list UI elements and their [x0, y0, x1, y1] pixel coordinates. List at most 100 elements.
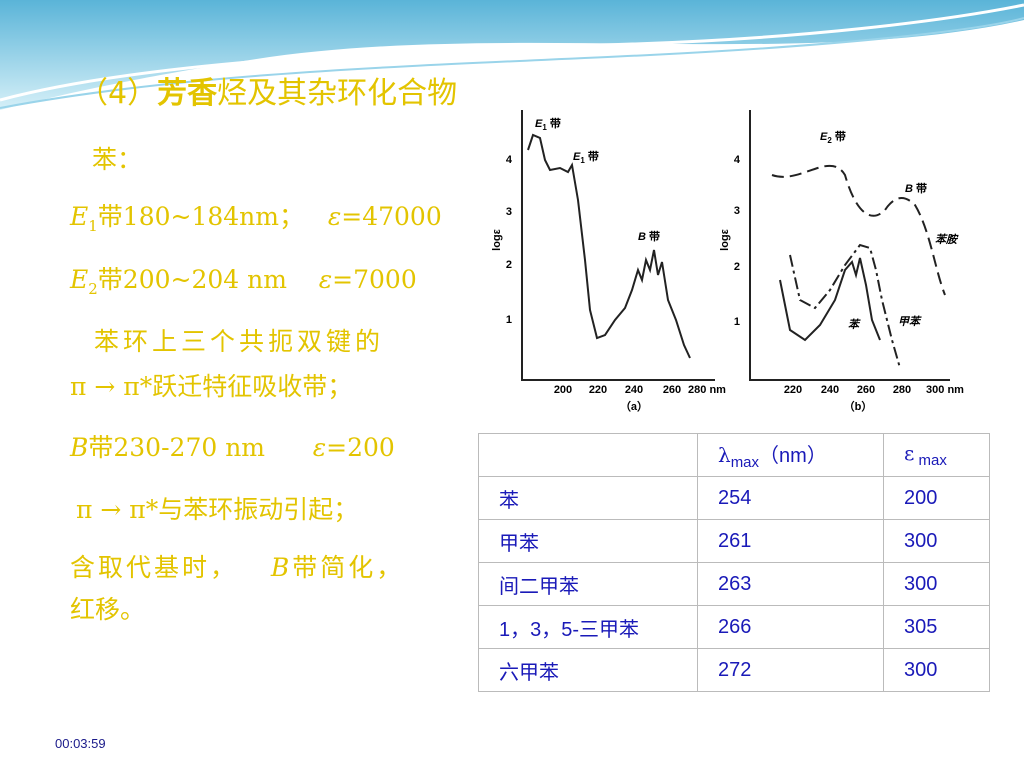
curve-label: 苯胺 — [935, 233, 959, 246]
table-cell: 254 — [697, 476, 884, 520]
text-line: E1带180~184nm； ε=47000 — [70, 197, 442, 235]
title-prefix: （4） — [78, 76, 158, 111]
table-cell: 266 — [697, 605, 884, 649]
label-rest: 带 — [646, 229, 660, 243]
text-line: B带230-270 nm ε=200 — [70, 428, 395, 464]
table-cell: 甲苯 — [478, 519, 698, 563]
x-tick-label: 240 — [821, 384, 839, 396]
symbol: ε — [904, 441, 915, 465]
y-tick-label: 4 — [506, 154, 513, 166]
text: 含取代基时， — [70, 553, 239, 582]
y-axis-label: logε — [719, 228, 731, 250]
table-cell: 300 — [883, 562, 990, 606]
curve-label: 甲苯 — [898, 315, 922, 328]
value: =200 — [326, 433, 395, 462]
x-tick-label: 260 — [663, 384, 681, 396]
label-main: E — [535, 118, 543, 130]
text-line: 苯： — [92, 145, 143, 174]
table-cell: 苯 — [478, 476, 698, 520]
label-sub: 1 — [542, 123, 547, 132]
symbol: E — [70, 202, 89, 231]
label-rest: 带 — [832, 129, 846, 143]
symbol: B — [270, 553, 293, 582]
axis — [521, 110, 715, 381]
band: 带230-270 nm — [88, 433, 266, 462]
x-tick-label: 280 — [893, 384, 911, 396]
table-cell: 261 — [697, 519, 884, 563]
caption: （b） — [844, 400, 873, 413]
label-rest: 带 — [913, 181, 927, 195]
band: 带200~204 nm — [97, 265, 287, 294]
curve-label: E1 带 — [573, 149, 599, 165]
table-row: 六甲苯 272 300 — [478, 648, 990, 692]
label-rest: 带 — [547, 116, 561, 130]
curve-label: B 带 — [905, 181, 927, 195]
curve-label: E2 带 — [820, 129, 846, 145]
y-tick-label: 3 — [506, 206, 512, 218]
table-cell: 305 — [883, 605, 990, 649]
spectrum-curve — [789, 243, 901, 369]
y-tick-label: 2 — [734, 261, 740, 273]
label-sub: 1 — [580, 156, 585, 165]
table-cell: 六甲苯 — [478, 648, 698, 692]
y-tick-label: 3 — [734, 205, 740, 217]
spectrum-curve — [779, 257, 881, 342]
spectrum-curve — [527, 133, 691, 359]
curve-label: E1 带 — [535, 116, 561, 132]
label-main: B — [905, 183, 913, 195]
y-axis-label: logε — [491, 228, 503, 250]
header-wave — [0, 0, 1024, 110]
label-main: 甲苯 — [898, 315, 922, 328]
x-tick-label: 220 — [784, 384, 802, 396]
label-main: 苯 — [848, 318, 861, 331]
x-tick-label: 240 — [625, 384, 643, 396]
symbol: E — [70, 265, 89, 294]
table-cell: 200 — [883, 476, 990, 520]
y-tick-label: 2 — [506, 259, 512, 271]
label-rest: 带 — [585, 149, 599, 163]
x-tick-label: 200 — [554, 384, 572, 396]
symbol: B — [70, 433, 89, 462]
subscript: 2 — [88, 280, 98, 298]
y-tick-label: 1 — [506, 314, 512, 326]
label-main: E — [573, 151, 581, 163]
epsilon: ε — [318, 265, 333, 294]
caption: （a） — [620, 400, 648, 413]
curve-label: 苯 — [848, 318, 861, 331]
text-line: 苯环上三个共扼双键的 — [94, 327, 385, 356]
title-bold: 芳香 — [157, 76, 218, 111]
text-line: π → π*跃迁特征吸收带； — [70, 372, 353, 401]
table-header: λmax（nm） ε max — [478, 433, 990, 477]
text-line: E2带200~204 nm ε=7000 — [70, 260, 417, 298]
subscript: max — [730, 454, 760, 471]
label-main: 苯胺 — [935, 233, 959, 246]
unit: （nm） — [759, 445, 827, 467]
text: 带简化， — [292, 553, 405, 582]
table-row: 1，3，5-三甲苯 266 305 — [478, 605, 990, 649]
data-table: λmax（nm） ε max 苯 254 200 甲苯 261 300 间二甲苯 263 300 1，… — [478, 433, 990, 692]
subscript: 1 — [88, 217, 98, 235]
subscript: max — [914, 452, 947, 469]
band: 带180~184nm； — [97, 202, 304, 231]
table-row: 间二甲苯 263 300 — [478, 562, 990, 606]
text-line: 红移。 — [70, 595, 146, 624]
label-sub: 2 — [827, 136, 832, 145]
symbol: λ — [718, 443, 731, 467]
title-rest: 烃及其杂环化合物 — [217, 76, 458, 111]
table-row: 苯 254 200 — [478, 476, 990, 520]
label-main: E — [820, 131, 828, 143]
table-cell: ε max — [883, 433, 990, 477]
slide-title: （4）芳香烃及其杂环化合物 — [78, 68, 457, 112]
table-cell: 300 — [883, 519, 990, 563]
table-cell: 1，3，5-三甲苯 — [478, 605, 698, 649]
text-line: 含取代基时， B带简化， — [70, 548, 404, 584]
value: =7000 — [332, 265, 417, 294]
label-main: B — [638, 231, 646, 243]
table-row: 甲苯 261 300 — [478, 519, 990, 563]
axis — [749, 110, 950, 381]
curve-label: B 带 — [638, 229, 660, 243]
table-cell: 间二甲苯 — [478, 562, 698, 606]
value: =47000 — [341, 202, 442, 231]
